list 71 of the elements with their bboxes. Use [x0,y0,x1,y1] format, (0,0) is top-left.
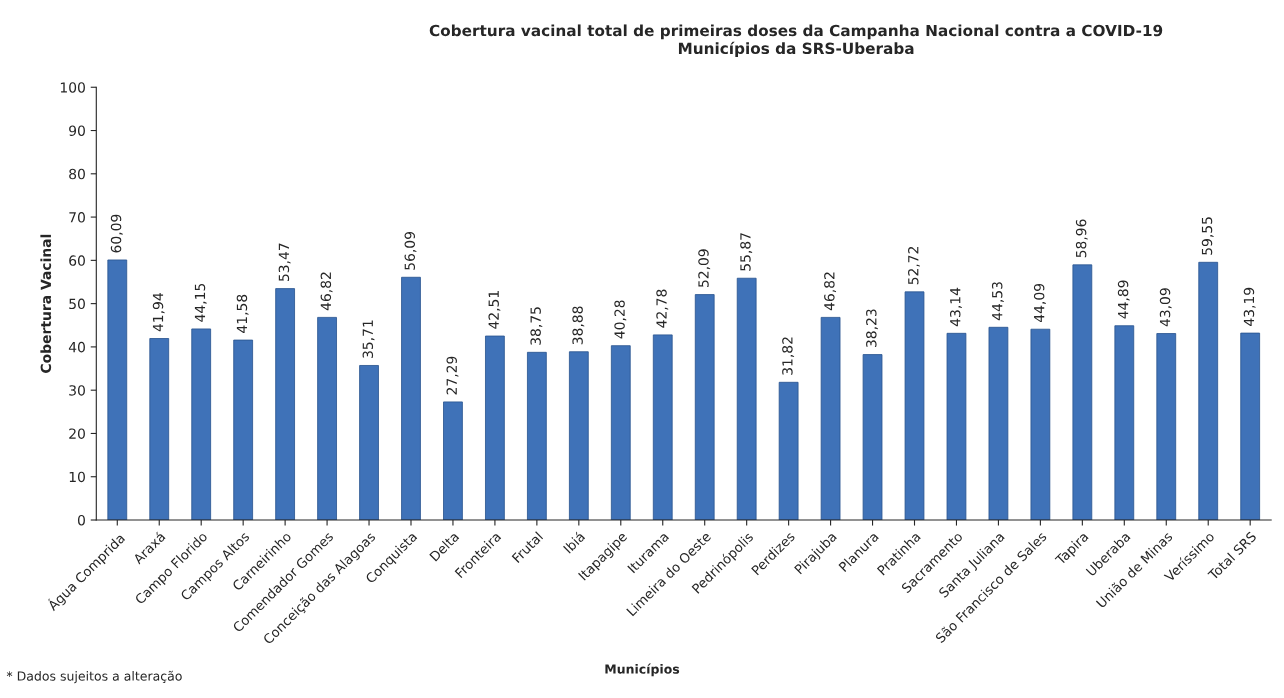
bar [778,381,799,521]
data-label: 46,82 [320,272,333,311]
bar [1240,332,1261,521]
y-tick-label: 30 [69,385,85,396]
bar [233,339,254,521]
data-label: 38,75 [530,307,543,345]
data-label: 59,55 [1201,217,1214,255]
data-label: 42,78 [656,289,669,328]
bar [401,276,421,521]
bar [527,351,547,521]
data-label: 55,87 [740,233,753,271]
data-label: 43,09 [1159,288,1172,327]
y-tick-label: 90 [69,125,85,136]
data-label: 52,09 [698,249,711,288]
data-label: 40,28 [614,300,627,339]
bar [946,332,967,521]
data-label: 56,09 [404,232,417,270]
data-label: 43,14 [949,287,962,327]
data-label: 44,09 [1033,283,1046,323]
bar [652,334,673,521]
bar [107,259,128,521]
bar [359,365,379,521]
bar [191,328,212,521]
y-tick-label: 40 [68,341,85,353]
y-tick-label: 80 [69,168,85,180]
bar [904,291,925,521]
bar [1114,325,1135,521]
bar [1156,333,1177,521]
bar [149,338,170,521]
y-tick-label: 0 [77,514,85,526]
y-tick-label: 70 [69,212,85,223]
y-tick-label: 50 [69,298,85,310]
bar [485,335,505,521]
bar [568,351,589,521]
y-tick-label: 20 [69,428,85,439]
bar [1072,264,1093,521]
text: * Dados sujeitos a alteração [6,670,182,684]
chart-title: Cobertura vacinal total de primeiras doses da Campanha Nacional contra a COVID-19 Municípios da SRS-Uberaba [429,24,1163,58]
data-label: 31,82 [782,337,795,375]
y-tick-label: 100 [60,82,85,93]
bar [988,326,1009,521]
data-label: 42,51 [488,291,501,329]
bar [862,354,883,521]
data-label: 53,47 [278,243,291,282]
bar [1198,261,1219,521]
bar [820,316,841,521]
data-label: 27,29 [446,356,459,395]
data-label: 58,96 [1075,219,1088,258]
bar [275,288,295,521]
data-label: 38,23 [866,309,878,348]
bar [736,277,757,521]
y-tick-label: 10 [69,471,85,483]
data-label: 44,53 [991,282,1004,321]
y-tick-label: 60 [69,255,85,266]
data-label: 38,88 [572,306,585,345]
y-axis-title: Cobertura Vacinal [40,234,52,373]
bar [1030,328,1051,521]
data-label: 41,58 [236,294,249,333]
bar [317,316,337,521]
data-label: 44,15 [194,283,207,322]
data-label: 60,09 [110,214,123,253]
data-label: 41,94 [152,293,165,332]
x-axis-title: Municípios [605,663,680,677]
data-label: 44,89 [1117,280,1130,319]
data-label: 35,71 [362,320,375,358]
data-label: 43,19 [1243,287,1256,326]
bar [694,294,715,521]
bar [443,401,463,521]
bar [610,345,631,521]
data-label: 46,82 [824,272,837,311]
data-label: 52,72 [908,247,920,285]
